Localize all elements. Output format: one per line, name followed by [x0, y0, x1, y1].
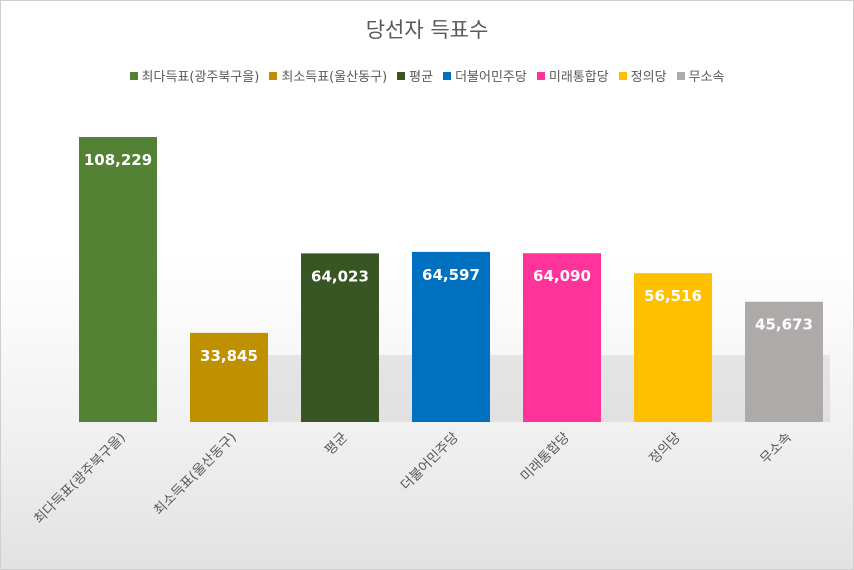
legend-label: 더불어민주당: [455, 70, 527, 85]
legend-swatch: [397, 71, 406, 80]
bar: [79, 136, 157, 423]
legend-swatch: [269, 71, 278, 80]
x-tick-label: 더불어민주당: [398, 430, 462, 494]
legend-item: 무소속: [676, 66, 725, 85]
bar-value-label: 64,090: [533, 267, 591, 285]
bar: [190, 332, 268, 422]
legend-item: 최소득표(울산동구): [269, 66, 387, 85]
bar-value-label: 56,516: [644, 287, 702, 305]
x-tick-label: 평균: [322, 430, 351, 459]
bar: [412, 251, 490, 422]
legend-label: 미래통합당: [548, 70, 609, 85]
legend-label: 최소득표(울산동구): [281, 70, 388, 85]
x-tick-label: 미래통합당: [518, 430, 573, 485]
legend-label: 평균: [409, 70, 434, 85]
bar-value-label: 33,845: [200, 347, 258, 365]
legend-swatch: [443, 71, 452, 80]
legend-label: 무소속: [688, 70, 725, 85]
bar-value-label: 64,597: [422, 266, 480, 284]
bar-value-label: 108,229: [84, 151, 152, 169]
legend-swatch: [676, 71, 685, 80]
legend-item: 최다득표(광주북구을): [129, 66, 260, 85]
legend-item: 더불어민주당: [443, 66, 527, 85]
legend-item: 평균: [397, 66, 433, 85]
chart-title: 당선자 득표수: [365, 18, 489, 42]
legend-item: 정의당: [618, 66, 667, 85]
legend-swatch: [129, 71, 138, 80]
legend-label: 정의당: [630, 70, 667, 85]
bar-value-label: 45,673: [755, 316, 813, 334]
legend-swatch: [618, 71, 627, 80]
bar: [523, 253, 601, 422]
legend-label: 최다득표(광주북구을): [141, 70, 260, 85]
x-tick-label: 정의당: [646, 430, 684, 468]
floor-shadow: [190, 355, 830, 422]
bar: [301, 253, 379, 422]
bar-value-label: 64,023: [311, 267, 369, 285]
legend-swatch: [536, 71, 545, 80]
chart-legend: 최다득표(광주북구을) 최소득표(울산동구) 평균 더불어민주당 미래통합당 정의당 무소속: [0, 66, 854, 85]
x-tick-label: 최소득표(울산동구): [151, 430, 240, 519]
x-tick-label: 무소속: [757, 430, 795, 468]
x-tick-label: 최다득표(광주북구을): [31, 430, 129, 528]
legend-item: 미래통합당: [536, 66, 609, 85]
bar: [634, 273, 712, 422]
bar: [745, 301, 823, 422]
